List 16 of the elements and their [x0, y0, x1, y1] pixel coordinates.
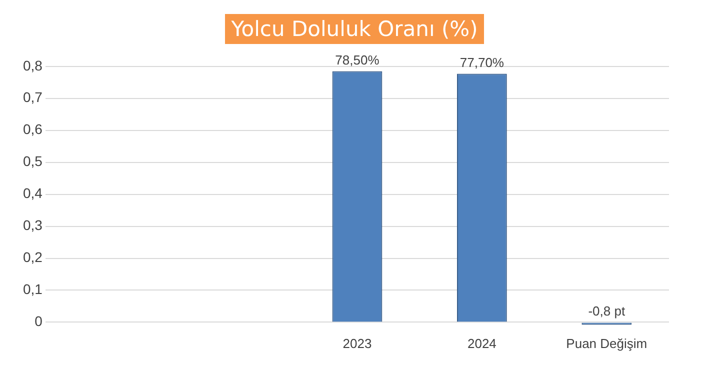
y-tick-label: 0,3 — [22, 217, 43, 234]
data-label: 78,50% — [335, 52, 380, 68]
y-tick-label: 0,2 — [22, 249, 43, 266]
x-tick-label: Puan Değişim — [566, 336, 648, 351]
x-tick-label: 2023 — [342, 336, 372, 351]
annotation: -0,8 pt — [588, 303, 626, 318]
y-tick-label: 0,4 — [22, 185, 43, 202]
data-label: 77,70% — [460, 54, 504, 70]
y-tick-label: 0,5 — [22, 153, 43, 170]
y-tick-label: 0,7 — [22, 89, 43, 106]
chart-title: Yolcu Doluluk Oranı (%) — [225, 14, 484, 44]
x-tick-label: 2024 — [467, 336, 496, 351]
y-tick-label: 0,6 — [22, 121, 43, 138]
y-tick-label: 0,1 — [22, 281, 43, 298]
y-tick-label: 0,8 — [22, 57, 43, 74]
y-tick-label: 0 — [34, 313, 43, 330]
